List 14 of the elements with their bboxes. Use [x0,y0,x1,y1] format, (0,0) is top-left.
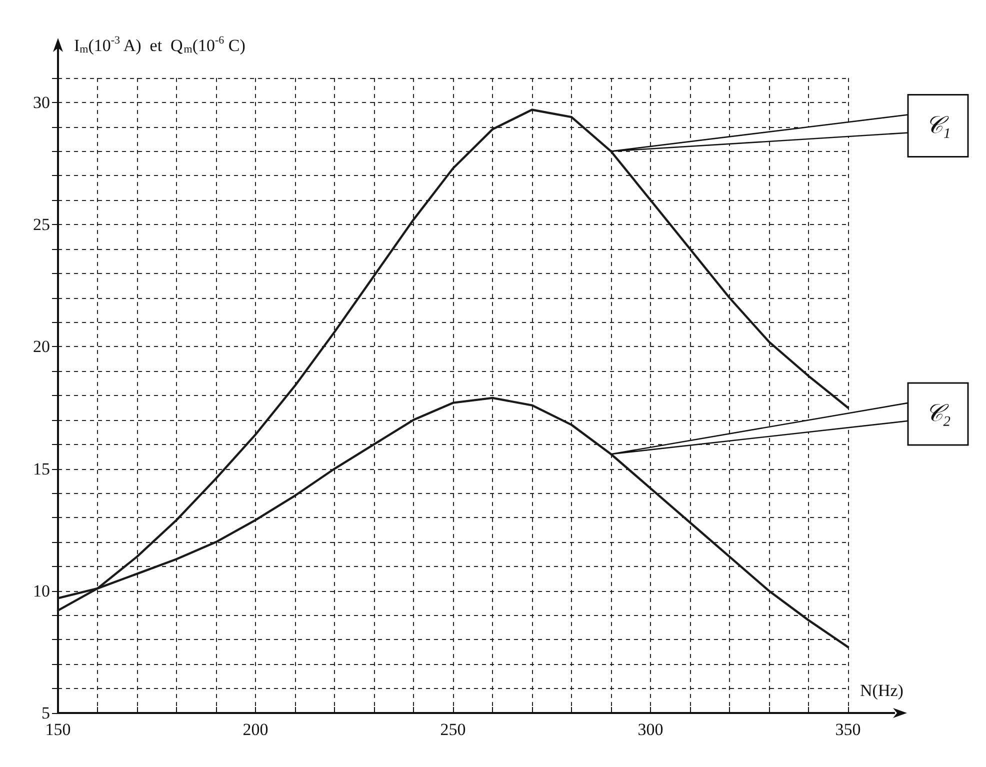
y-tick-label: 5 [42,704,50,722]
text: 𝒞₂ [925,400,951,427]
y-tick-label: 30 [33,92,50,112]
x-tick-label: 350 [835,720,861,739]
y-tick-label: 10 [33,581,50,600]
x-axis-title: N(Hz) [860,681,904,700]
text: 𝒞₁ [925,112,951,139]
x-tick-label: 250 [440,720,466,739]
y-tick-label: 20 [33,337,50,356]
y-tick-label: 15 [33,459,50,478]
x-tick-label: 200 [242,720,268,739]
x-tick-label: 150 [45,720,71,739]
y-tick-label: 25 [33,215,50,234]
x-tick-label: 300 [638,720,664,739]
